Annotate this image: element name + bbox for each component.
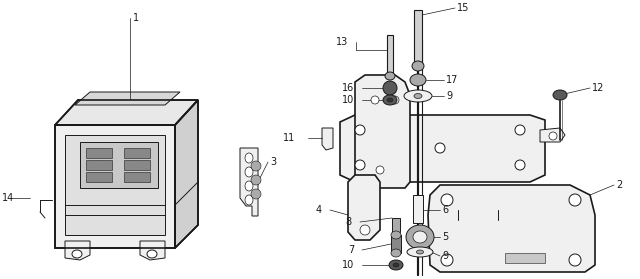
Ellipse shape [371, 96, 379, 104]
Ellipse shape [245, 195, 253, 205]
Ellipse shape [383, 95, 397, 105]
Bar [391, 235, 401, 253]
Ellipse shape [515, 160, 525, 170]
Bar [86, 172, 112, 182]
Ellipse shape [393, 263, 399, 267]
Ellipse shape [391, 96, 399, 104]
Ellipse shape [383, 81, 397, 95]
Text: 5: 5 [442, 232, 448, 242]
Text: 1: 1 [133, 13, 139, 23]
Bar [124, 160, 150, 170]
Text: 8: 8 [346, 217, 352, 227]
Ellipse shape [553, 90, 567, 100]
Text: 3: 3 [270, 157, 276, 167]
Ellipse shape [413, 231, 427, 243]
Text: 4: 4 [316, 205, 322, 215]
Polygon shape [75, 92, 180, 105]
Polygon shape [140, 241, 165, 260]
Ellipse shape [391, 249, 401, 257]
Ellipse shape [441, 194, 453, 206]
Text: 10: 10 [342, 260, 354, 270]
Text: 12: 12 [592, 83, 604, 93]
Bar [505, 253, 545, 263]
Bar [124, 172, 150, 182]
Text: 10: 10 [342, 95, 354, 105]
Polygon shape [355, 75, 410, 188]
Ellipse shape [549, 132, 557, 140]
Text: 15: 15 [457, 3, 469, 13]
Text: 6: 6 [442, 205, 448, 215]
Ellipse shape [251, 175, 261, 185]
Text: 11: 11 [283, 133, 295, 143]
Polygon shape [80, 142, 158, 188]
Bar [413, 195, 423, 223]
Ellipse shape [251, 189, 261, 199]
Text: 9: 9 [446, 91, 452, 101]
Polygon shape [175, 100, 198, 248]
Ellipse shape [412, 61, 424, 71]
Polygon shape [322, 128, 333, 150]
Ellipse shape [406, 225, 434, 249]
Ellipse shape [147, 250, 157, 258]
Text: 2: 2 [616, 180, 622, 190]
Polygon shape [55, 100, 198, 125]
Ellipse shape [569, 194, 581, 206]
Polygon shape [55, 125, 175, 248]
Ellipse shape [355, 160, 365, 170]
Ellipse shape [414, 93, 422, 98]
Bar [387, 35, 393, 75]
Ellipse shape [391, 231, 401, 239]
Text: 9: 9 [442, 251, 448, 261]
Ellipse shape [389, 260, 403, 270]
Ellipse shape [251, 161, 261, 171]
Text: 17: 17 [446, 75, 458, 85]
Ellipse shape [385, 72, 395, 80]
Text: 13: 13 [336, 37, 348, 47]
Polygon shape [428, 185, 595, 272]
Bar [414, 10, 422, 65]
Polygon shape [65, 135, 165, 235]
Text: 7: 7 [348, 245, 354, 255]
Ellipse shape [376, 166, 384, 174]
Polygon shape [540, 128, 565, 142]
Polygon shape [240, 148, 258, 216]
Ellipse shape [435, 143, 445, 153]
Bar [392, 218, 400, 232]
Polygon shape [340, 115, 545, 182]
Polygon shape [65, 241, 90, 260]
Ellipse shape [410, 74, 426, 86]
Polygon shape [348, 175, 380, 240]
Ellipse shape [441, 254, 453, 266]
Text: 14: 14 [2, 193, 14, 203]
Ellipse shape [360, 225, 370, 235]
Bar [86, 148, 112, 158]
Bar [124, 148, 150, 158]
Text: 16: 16 [342, 83, 354, 93]
Bar [86, 160, 112, 170]
Ellipse shape [569, 254, 581, 266]
Ellipse shape [407, 247, 433, 257]
Ellipse shape [245, 153, 253, 163]
Ellipse shape [245, 167, 253, 177]
Ellipse shape [515, 125, 525, 135]
Ellipse shape [355, 125, 365, 135]
Ellipse shape [245, 181, 253, 191]
Ellipse shape [404, 90, 432, 102]
Ellipse shape [417, 250, 424, 254]
Ellipse shape [72, 250, 82, 258]
Ellipse shape [387, 98, 393, 102]
